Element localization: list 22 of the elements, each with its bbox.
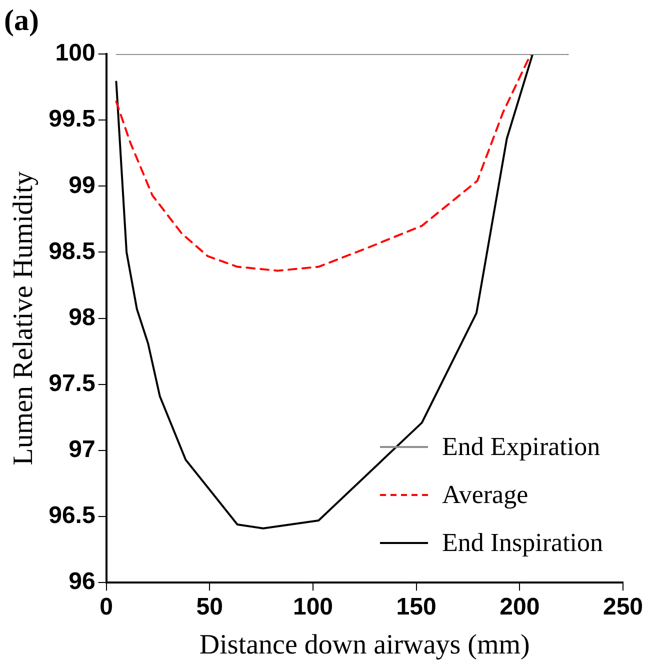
line-series	[115, 54, 532, 272]
y-tick-label: 96	[68, 568, 96, 596]
chart-title: (a)	[4, 4, 39, 37]
y-tick-label: 99	[68, 172, 96, 199]
x-axis-title: Distance down airways (mm)	[199, 630, 530, 661]
y-tick-label: 98	[68, 304, 96, 331]
legend-label: End Expiration	[442, 430, 600, 463]
y-axis-title: Lumen Relative Humidity	[8, 171, 40, 466]
x-tick-label: 200	[500, 594, 540, 621]
legend-label: End Inspiration	[442, 526, 604, 559]
y-tick-label: 96.5	[48, 502, 96, 530]
y-tick-label: 97	[68, 436, 96, 464]
x-tick-label: 250	[602, 594, 644, 621]
y-tick-label: 98.5	[48, 238, 96, 265]
x-tick-label: 50	[196, 594, 223, 621]
x-tick-label: 150	[396, 594, 436, 621]
y-tick-label: 99.5	[48, 106, 96, 133]
legend-label: Average	[442, 478, 528, 511]
y-tick-label: 100	[55, 40, 96, 67]
x-tick-label: 100	[292, 594, 334, 621]
x-tick-label: 0	[100, 594, 113, 621]
y-tick-label: 97.5	[48, 370, 96, 397]
